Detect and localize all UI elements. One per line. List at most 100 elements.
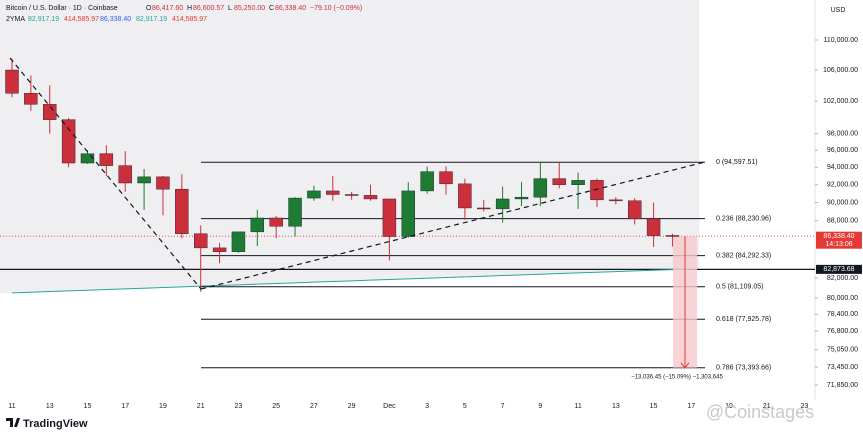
measure-arrowhead <box>680 362 690 369</box>
ohlc-label: O <box>146 5 152 12</box>
x-tick-label: 17 <box>121 403 129 410</box>
indicator-value: 86,338.40 <box>100 16 131 23</box>
candle-body <box>24 93 38 105</box>
ohlc-value: 86,338.40 <box>275 5 306 12</box>
ohlc-label: C <box>269 5 274 12</box>
candle-body <box>495 198 510 210</box>
y-tick-label: 82,000.00 <box>827 275 858 282</box>
candle-body <box>552 178 566 185</box>
x-tick-label: 5 <box>463 403 467 410</box>
candle-body <box>628 200 642 220</box>
symbol-title: Bitcoin / U.S. Dollar · 1D · Coinbase <box>6 5 118 12</box>
candle-body <box>458 183 472 209</box>
candle-body <box>193 233 208 249</box>
fib-label: 0.5 (81,109.05) <box>716 284 763 291</box>
candle-body <box>156 176 170 190</box>
y-tick-label: 92,000.00 <box>827 182 858 189</box>
candle-body <box>533 178 548 198</box>
countdown: 14:13:06 <box>825 241 852 248</box>
candle-body <box>80 153 95 164</box>
price-label-box <box>816 231 862 249</box>
candle-body <box>477 207 491 210</box>
x-tick-label: 17 <box>687 403 695 410</box>
x-tick-label: 13 <box>46 403 54 410</box>
indicator-value: 82,917.19 <box>28 16 59 23</box>
fib-label: 0.618 (77,925.78) <box>716 316 771 323</box>
candle-body <box>571 180 585 185</box>
x-tick-label: 23 <box>801 403 809 410</box>
price-label: 86,338.40 <box>823 233 854 240</box>
candle-body <box>307 190 321 199</box>
x-tick-label: 15 <box>650 403 658 410</box>
price-label-box <box>816 264 862 274</box>
x-tick-label: 11 <box>574 403 581 410</box>
fib-label: 0.382 (84,292.33) <box>716 252 771 259</box>
candle-body <box>363 195 378 200</box>
indicator-value: 82,917.19 <box>136 16 167 23</box>
indicator-value: 414,585.97 <box>64 16 99 23</box>
candle-body <box>609 199 623 202</box>
change: −79.10 (−0.09%) <box>310 5 362 12</box>
x-tick-label: 27 <box>310 403 318 410</box>
fib-label: 0.236 (88,230.96) <box>716 215 771 222</box>
x-tick-label: 9 <box>538 403 542 410</box>
x-tick-label: 23 <box>235 403 243 410</box>
candle-body <box>137 176 151 184</box>
ma-line <box>11 268 692 294</box>
brand: TradingView <box>23 418 88 430</box>
candle-body <box>646 218 661 236</box>
y-tick-label: 71,850.00 <box>827 382 858 389</box>
candle-body <box>514 196 529 200</box>
candle-body <box>61 119 76 164</box>
x-tick-label: 19 <box>159 403 167 410</box>
measure-label: −13,036.45 (−15.09%) −1,303,645 <box>631 374 723 380</box>
candle-body <box>420 171 434 192</box>
candle-body <box>175 188 189 234</box>
x-tick-label: 13 <box>612 403 620 410</box>
x-tick-label: 7 <box>501 403 505 410</box>
candle-body <box>401 190 415 237</box>
y-tick-label: 98,000.00 <box>827 130 858 137</box>
x-tick-label: 19 <box>725 403 733 410</box>
x-tick-label: 11 <box>8 403 15 410</box>
x-tick-label: 21 <box>197 403 205 410</box>
y-tick-label: 96,000.00 <box>827 147 858 154</box>
x-tick-label: 21 <box>763 403 771 410</box>
y-tick-label: 76,800.00 <box>827 328 858 335</box>
x-tick-label: 3 <box>425 403 429 410</box>
y-tick-label: 94,000.00 <box>827 164 858 171</box>
indicator-value: 414,585.97 <box>172 16 207 23</box>
y-tick-label: 90,000.00 <box>827 199 858 206</box>
candle-body <box>118 165 132 184</box>
price-label: 82,873.68 <box>823 266 854 273</box>
fib-label: 0.786 (73,393.66) <box>716 365 771 372</box>
candle-body <box>590 180 604 201</box>
x-tick-label: 25 <box>272 403 280 410</box>
candle-body <box>288 197 302 227</box>
candle-body <box>212 247 227 252</box>
candle-body <box>382 198 397 237</box>
y-tick-label: 102,000.00 <box>823 98 858 105</box>
x-tick-label: Dec <box>383 403 396 410</box>
watermark: @Coinstages <box>706 402 814 422</box>
candle-body <box>269 217 283 227</box>
candle-body <box>439 171 453 185</box>
ohlc-value: 85,250.00 <box>234 5 265 12</box>
shaded-region <box>0 0 700 294</box>
y-tick-label: 110,000.00 <box>823 37 858 44</box>
y-tick-label: 80,000.00 <box>827 295 858 302</box>
trend-line <box>200 161 706 290</box>
y-tick-label: 88,000.00 <box>827 218 858 225</box>
brand-logo: TradingView <box>6 418 88 430</box>
indicator-name: 2YMA <box>6 16 25 23</box>
candle-body <box>326 190 340 195</box>
currency: USD <box>831 7 846 14</box>
candle-body <box>250 217 265 233</box>
ohlc-value: 86,600.57 <box>193 5 224 12</box>
candle-body <box>5 69 19 94</box>
fib-label: 0 (94,597.51) <box>716 159 758 166</box>
candle-body <box>231 231 246 252</box>
candle-body <box>99 153 114 166</box>
ohlc-label: L <box>228 5 232 12</box>
